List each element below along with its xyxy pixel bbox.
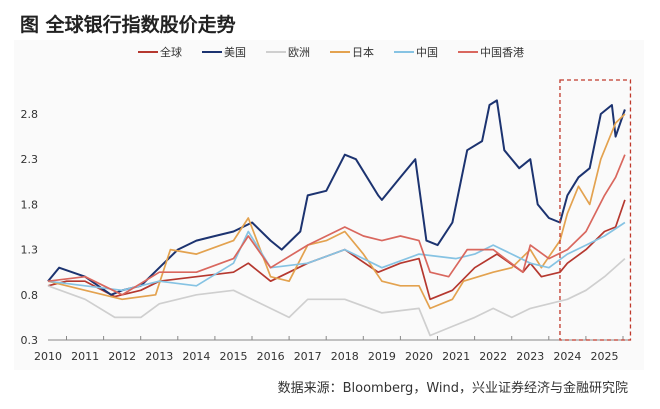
x-tick-label: 2013: [145, 350, 173, 363]
x-tick-label: 2017: [294, 350, 322, 363]
chart-title: 图 全球银行指数股价走势: [20, 14, 236, 36]
series-line-5: [47, 154, 626, 296]
x-tick-label: 2022: [479, 350, 507, 363]
x-tick-label: 2025: [591, 350, 619, 363]
series-line-1: [47, 99, 626, 296]
x-tick-label: 2012: [108, 350, 136, 363]
x-tick-label: 2015: [220, 350, 248, 363]
y-tick-label: 1.8: [21, 198, 39, 211]
x-tick-label: 2023: [516, 350, 544, 363]
line-chart: 全球 美国 欧洲 日本 中国 中国香港 0.3 0.8 1.3 1.8 2.3 2.8 2010 2011…: [21, 45, 632, 363]
x-tick-label: 2020: [405, 350, 433, 363]
legend-label-5: 中国香港: [480, 46, 524, 59]
x-tick-label: 2016: [257, 350, 285, 363]
series-line-2: [47, 257, 626, 337]
x-tick-label: 2010: [34, 350, 62, 363]
legend-label-4: 中国: [416, 46, 438, 59]
legend-label-0: 全球: [160, 45, 182, 59]
y-tick-label: 2.3: [21, 153, 39, 166]
highlight-box: [559, 79, 632, 341]
x-tick-label: 2019: [368, 350, 396, 363]
legend: 全球 美国 欧洲 日本 中国 中国香港: [138, 45, 524, 59]
series-line-4: [47, 221, 626, 292]
series-line-3: [47, 113, 626, 310]
y-tick-label: 0.3: [21, 334, 39, 347]
x-tick-label: 2018: [331, 350, 359, 363]
source-note: 数据来源：Bloomberg，Wind，兴业证券经济与金融研究院: [277, 381, 628, 396]
legend-label-1: 美国: [224, 46, 246, 59]
x-tick-label: 2014: [182, 350, 210, 363]
legend-label-2: 欧洲: [288, 46, 310, 59]
y-tick-label: 0.8: [21, 289, 39, 302]
series-line-0: [47, 199, 626, 301]
legend-label-3: 日本: [352, 45, 374, 59]
y-tick-label: 2.8: [21, 108, 39, 121]
chart-panel: 全球 美国 欧洲 日本 中国 中国香港 0.3 0.8 1.3 1.8 2.3 2.8 2010 2011…: [14, 40, 644, 370]
y-tick-label: 1.3: [21, 244, 39, 257]
x-tick-label: 2021: [442, 350, 470, 363]
x-tick-label: 2011: [71, 350, 99, 363]
x-tick-label: 2024: [553, 350, 581, 363]
